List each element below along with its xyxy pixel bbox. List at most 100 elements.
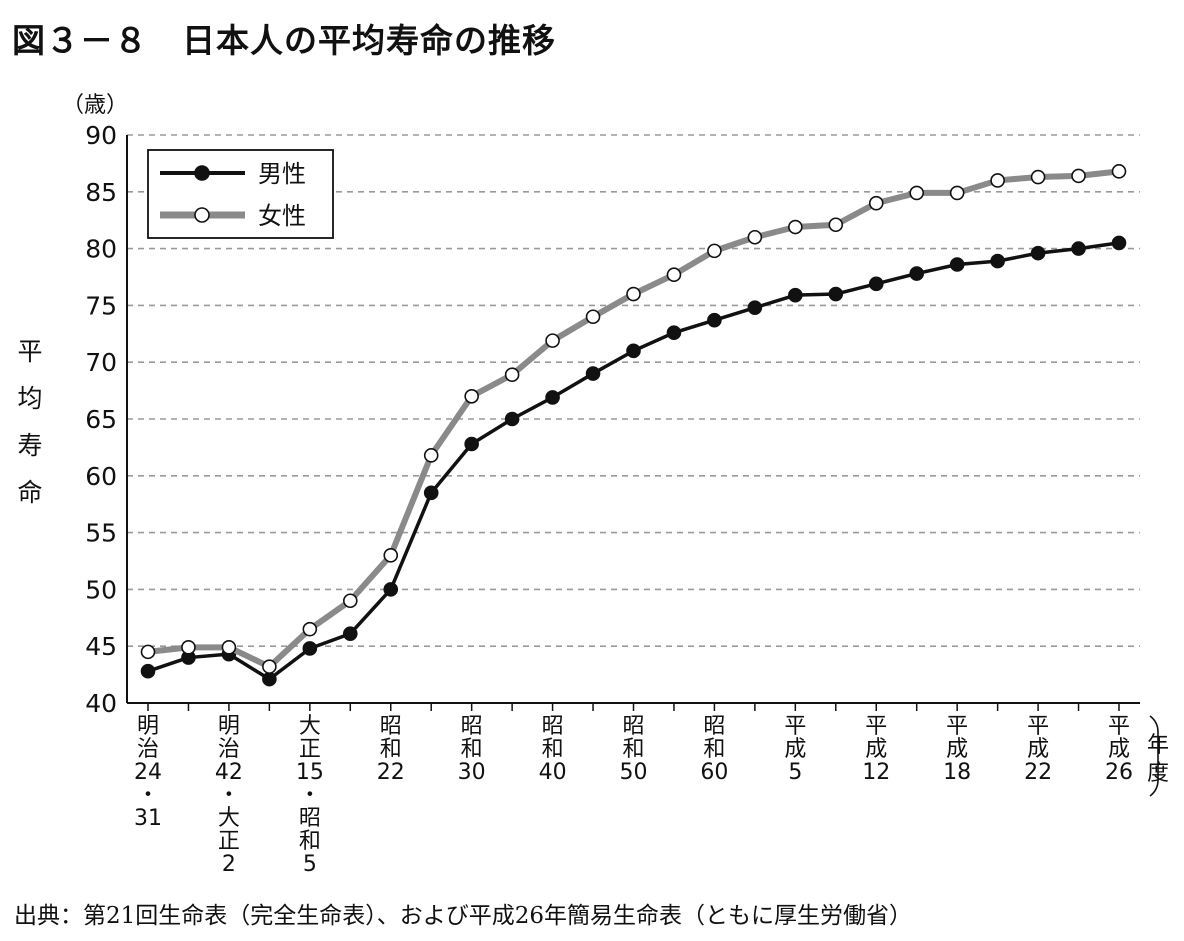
x-tick-label: 5 [303, 852, 317, 877]
x-tick-label: 大 [299, 714, 321, 739]
data-point [868, 195, 884, 211]
legend-label: 女性 [258, 202, 306, 230]
data-point [423, 448, 439, 463]
x-tick-label: 和 [703, 737, 725, 762]
x-tick-label: 24 [134, 760, 162, 785]
y-label-char: 平 [17, 337, 42, 366]
data-point [788, 287, 803, 303]
x-tick-label: ・ [299, 783, 321, 808]
data-point [949, 257, 965, 272]
data-point [707, 312, 722, 328]
y-tick-label: 50 [85, 575, 117, 604]
x-tick-label: 42 [215, 760, 243, 785]
x-tick-label: 治 [137, 737, 159, 762]
y-label-char: 均 [17, 384, 42, 413]
data-point [464, 388, 479, 404]
data-point [504, 367, 520, 382]
x-tick-label: 31 [134, 806, 162, 831]
y-tick-label: 90 [85, 121, 117, 150]
x-tick-label: 平 [865, 714, 887, 739]
data-point [1071, 241, 1086, 256]
series-line-male [147, 241, 1120, 681]
x-tick-label: 40 [539, 760, 567, 785]
x-tick-labels: 明治24・31明治42・大正2大正15・昭和5昭和22昭和30昭和40昭和50昭… [134, 714, 1133, 877]
x-tick-label: 成 [946, 737, 968, 762]
data-point [747, 300, 763, 315]
x-tick-label: 15 [296, 760, 324, 785]
x-axis-unit: 年度 [1147, 715, 1169, 797]
data-point [140, 644, 156, 660]
x-tick-label: ・ [137, 783, 159, 808]
data-point [868, 276, 884, 292]
data-point [1071, 168, 1086, 184]
x-tick-label: 昭 [461, 714, 483, 739]
x-tick-label: 平 [784, 714, 806, 739]
x-tick-label: 明 [218, 714, 240, 739]
x-tick-label: 昭 [380, 714, 402, 739]
x-unit-char: 年 [1147, 733, 1169, 758]
source-note: 出典：第21回生命表（完全生命表）、および平成26年簡易生命表（ともに厚生労働省… [14, 903, 913, 929]
x-tick-label: 26 [1105, 760, 1133, 785]
legend-swatch-marker [194, 207, 210, 223]
data-point [747, 229, 763, 245]
axes [126, 135, 1140, 711]
x-tick-label: 和 [622, 737, 644, 762]
x-tick-label: 平 [1108, 714, 1130, 739]
x-tick-label: ・ [218, 783, 240, 808]
x-tick-label: 昭 [542, 714, 564, 739]
data-point [262, 659, 277, 674]
figure-title: 図３－８ 日本人の平均寿命の推移 [12, 21, 556, 60]
x-tick-label: 22 [377, 760, 405, 785]
x-tick-label: 50 [620, 760, 648, 785]
y-tick-label: 40 [85, 689, 117, 718]
data-point [423, 485, 439, 501]
legend-label: 男性 [258, 160, 306, 188]
data-point [909, 266, 925, 281]
data-point [504, 411, 520, 427]
data-point [1111, 164, 1127, 179]
data-point [990, 173, 1005, 188]
y-tick-label: 80 [85, 235, 117, 264]
y-tick-label: 75 [85, 291, 117, 320]
data-point [666, 325, 682, 340]
x-tick-label: 22 [1024, 760, 1052, 785]
data-point [545, 390, 560, 405]
data-point [585, 366, 601, 381]
data-point [909, 185, 925, 201]
data-point [545, 333, 560, 348]
y-tick-label: 60 [85, 462, 117, 491]
data-point [342, 593, 358, 609]
x-tick-label: 成 [865, 737, 887, 762]
data-point [1030, 245, 1046, 261]
data-point [949, 185, 965, 201]
x-tick-label: 和 [380, 737, 402, 762]
data-point [302, 621, 318, 637]
x-tick-label: 成 [1108, 737, 1130, 762]
y-tick-labels: 40 45 50 55 60 65 70 75 80 85 90 [85, 121, 117, 718]
data-point [383, 582, 399, 597]
x-tick-label: 昭 [622, 714, 644, 739]
x-unit-bracket-open [1149, 715, 1159, 797]
data-point [828, 217, 844, 233]
x-tick-label: 大 [218, 806, 240, 831]
y-axis-unit: （歳） [62, 93, 128, 118]
series-lines [140, 164, 1127, 687]
y-label-char: 寿 [17, 431, 42, 460]
data-point [626, 343, 641, 359]
x-tick-label: 正 [299, 737, 321, 762]
x-tick-label: 平 [1027, 714, 1049, 739]
x-tick-label: 30 [458, 760, 486, 785]
data-point [221, 640, 237, 655]
x-tick-label: 明 [137, 714, 159, 739]
data-point [140, 663, 156, 679]
data-point [383, 548, 399, 563]
x-tick-label: 12 [862, 760, 890, 785]
data-point [585, 309, 601, 325]
data-point [1111, 235, 1127, 251]
x-tick-label: 昭 [703, 714, 725, 739]
y-label-char: 命 [17, 478, 42, 507]
data-point [262, 671, 277, 687]
x-tick-label: 5 [788, 760, 802, 785]
